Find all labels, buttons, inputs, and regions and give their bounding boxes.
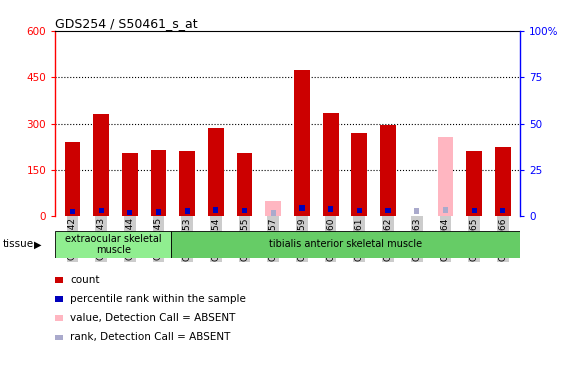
Bar bbox=[236, 153, 253, 216]
Text: rank, Detection Call = ABSENT: rank, Detection Call = ABSENT bbox=[70, 332, 231, 342]
Bar bbox=[156, 209, 161, 215]
Bar bbox=[294, 70, 310, 216]
Bar bbox=[93, 114, 109, 216]
Bar bbox=[70, 209, 75, 214]
Text: ▶: ▶ bbox=[34, 239, 41, 250]
Bar bbox=[99, 208, 103, 213]
Bar bbox=[127, 210, 132, 215]
Text: percentile rank within the sample: percentile rank within the sample bbox=[70, 294, 246, 304]
Bar bbox=[180, 151, 195, 216]
Bar bbox=[328, 206, 333, 212]
Bar bbox=[185, 208, 190, 214]
Text: value, Detection Call = ABSENT: value, Detection Call = ABSENT bbox=[70, 313, 236, 323]
Bar bbox=[208, 128, 224, 216]
Bar bbox=[437, 137, 453, 216]
Bar bbox=[380, 125, 396, 216]
Bar bbox=[213, 208, 218, 213]
Bar bbox=[322, 113, 339, 216]
Bar bbox=[271, 210, 276, 216]
Bar bbox=[242, 208, 247, 213]
Bar bbox=[414, 208, 419, 214]
Text: tibialis anterior skeletal muscle: tibialis anterior skeletal muscle bbox=[269, 239, 422, 249]
Bar bbox=[266, 201, 281, 216]
Bar bbox=[357, 208, 362, 213]
Bar bbox=[466, 151, 482, 216]
Bar bbox=[385, 208, 390, 213]
Bar bbox=[171, 231, 520, 258]
Bar bbox=[150, 150, 166, 216]
Text: count: count bbox=[70, 275, 100, 285]
Bar bbox=[352, 133, 367, 216]
Bar bbox=[500, 208, 505, 213]
Text: GDS254 / S50461_s_at: GDS254 / S50461_s_at bbox=[55, 17, 198, 30]
Text: tissue: tissue bbox=[3, 239, 34, 250]
Bar bbox=[55, 231, 171, 258]
Bar bbox=[122, 153, 138, 216]
Bar bbox=[472, 208, 476, 213]
Bar bbox=[495, 147, 511, 216]
Bar bbox=[443, 208, 448, 213]
Bar bbox=[299, 205, 304, 211]
Bar bbox=[64, 142, 80, 216]
Text: extraocular skeletal
muscle: extraocular skeletal muscle bbox=[65, 234, 162, 255]
